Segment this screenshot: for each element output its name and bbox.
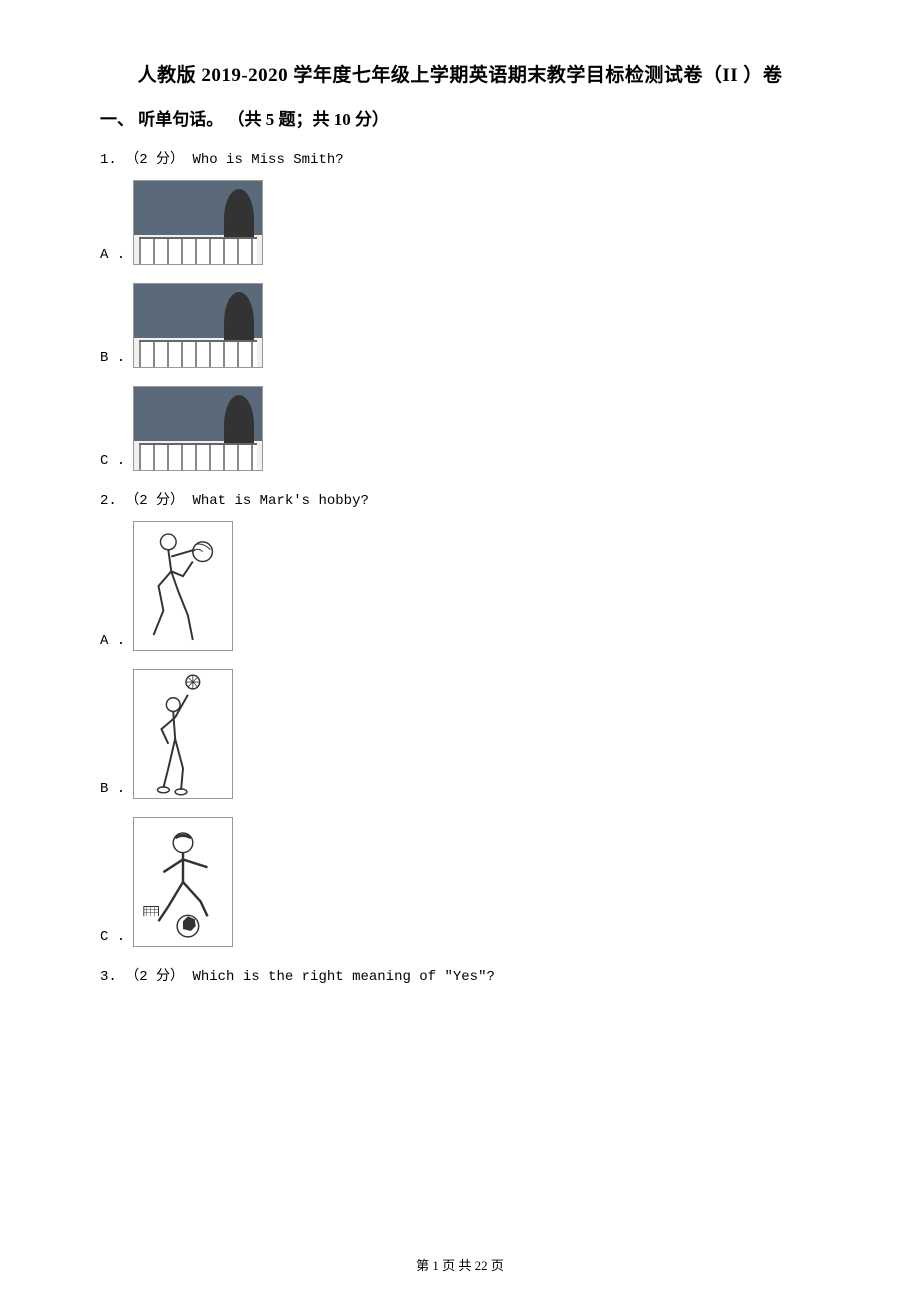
question-2: 2. （2 分） What is Mark's hobby?	[100, 489, 820, 509]
footer-suffix: 页	[488, 1258, 504, 1273]
teacher-image-b	[133, 283, 263, 368]
option-row: C .	[100, 817, 820, 947]
option-row: A .	[100, 521, 820, 651]
footer-prefix: 第	[416, 1258, 432, 1273]
section-header: 一、 听单句话。 （共 5 题；共 10 分）	[100, 105, 820, 130]
question-number: 1.	[100, 152, 117, 168]
teacher-image-a	[133, 180, 263, 265]
question-points: （2 分）	[125, 493, 184, 509]
page-footer: 第 1 页 共 22 页	[0, 1255, 920, 1274]
footer-middle: 页 共	[439, 1258, 475, 1273]
question-1: 1. （2 分） Who is Miss Smith?	[100, 148, 820, 168]
question-text: Who is Miss Smith?	[192, 152, 343, 168]
option-label-b: B .	[100, 781, 125, 799]
option-label-a: A .	[100, 633, 125, 651]
option-label-c: C .	[100, 453, 125, 471]
option-label-b: B .	[100, 350, 125, 368]
option-row: C .	[100, 386, 820, 471]
question-points: （2 分）	[125, 969, 184, 985]
question-points: （2 分）	[125, 152, 184, 168]
document-title: 人教版 2019-2020 学年度七年级上学期英语期末教学目标检测试卷（II ）…	[100, 60, 820, 87]
question-text: What is Mark's hobby?	[192, 493, 368, 509]
option-label-a: A .	[100, 247, 125, 265]
basketball-image	[133, 521, 233, 651]
question-number: 3.	[100, 969, 117, 985]
volleyball-image	[133, 669, 233, 799]
footer-total-pages: 22	[475, 1258, 488, 1273]
question-3: 3. （2 分） Which is the right meaning of "…	[100, 965, 820, 985]
option-row: B .	[100, 669, 820, 799]
teacher-image-c	[133, 386, 263, 471]
option-row: B .	[100, 283, 820, 368]
option-row: A .	[100, 180, 820, 265]
question-text: Which is the right meaning of "Yes"?	[192, 969, 494, 985]
soccer-image	[133, 817, 233, 947]
question-number: 2.	[100, 493, 117, 509]
option-label-c: C .	[100, 929, 125, 947]
